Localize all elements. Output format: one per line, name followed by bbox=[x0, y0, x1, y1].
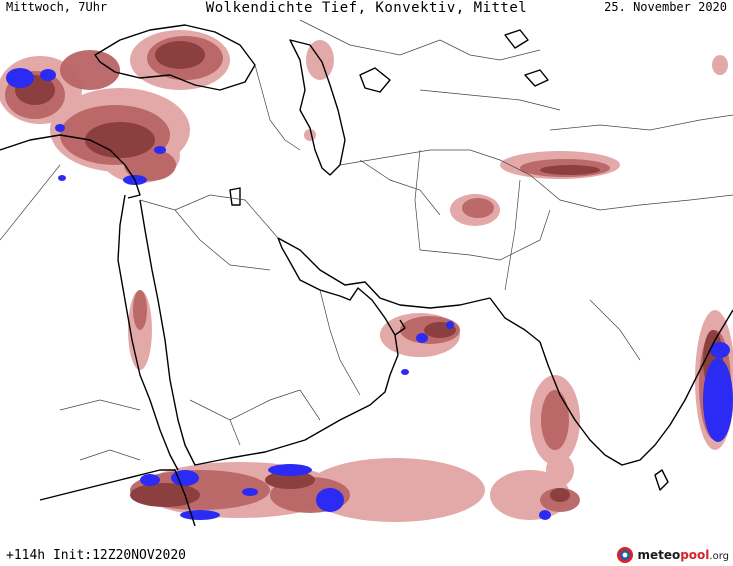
footer-bar: +114h Init:12Z20NOV2020 meteopool.org bbox=[0, 527, 733, 566]
logo-accent: pool bbox=[680, 548, 710, 562]
logo-word: meteo bbox=[637, 548, 681, 562]
header-bar: Mittwoch, 7Uhr Wolkendichte Tief, Konvek… bbox=[0, 0, 733, 20]
date-label: 25. November 2020 bbox=[604, 0, 727, 14]
logo-wordmark: meteopool.org bbox=[637, 548, 729, 562]
meteopool-logo[interactable]: meteopool.org bbox=[616, 544, 729, 566]
convective-cells bbox=[6, 68, 733, 520]
country-borders bbox=[0, 19, 733, 461]
logo-tld: .org bbox=[709, 551, 729, 562]
map-canvas bbox=[0, 18, 733, 526]
coastlines bbox=[0, 24, 733, 526]
map-title: Wolkendichte Tief, Konvektiv, Mittel bbox=[205, 0, 528, 16]
forecast-run-label: +114h Init:12Z20NOV2020 bbox=[6, 548, 187, 563]
weather-map bbox=[0, 18, 733, 526]
meteopool-logo-icon bbox=[617, 547, 634, 563]
weekday-time-label: Mittwoch, 7Uhr bbox=[6, 0, 108, 14]
